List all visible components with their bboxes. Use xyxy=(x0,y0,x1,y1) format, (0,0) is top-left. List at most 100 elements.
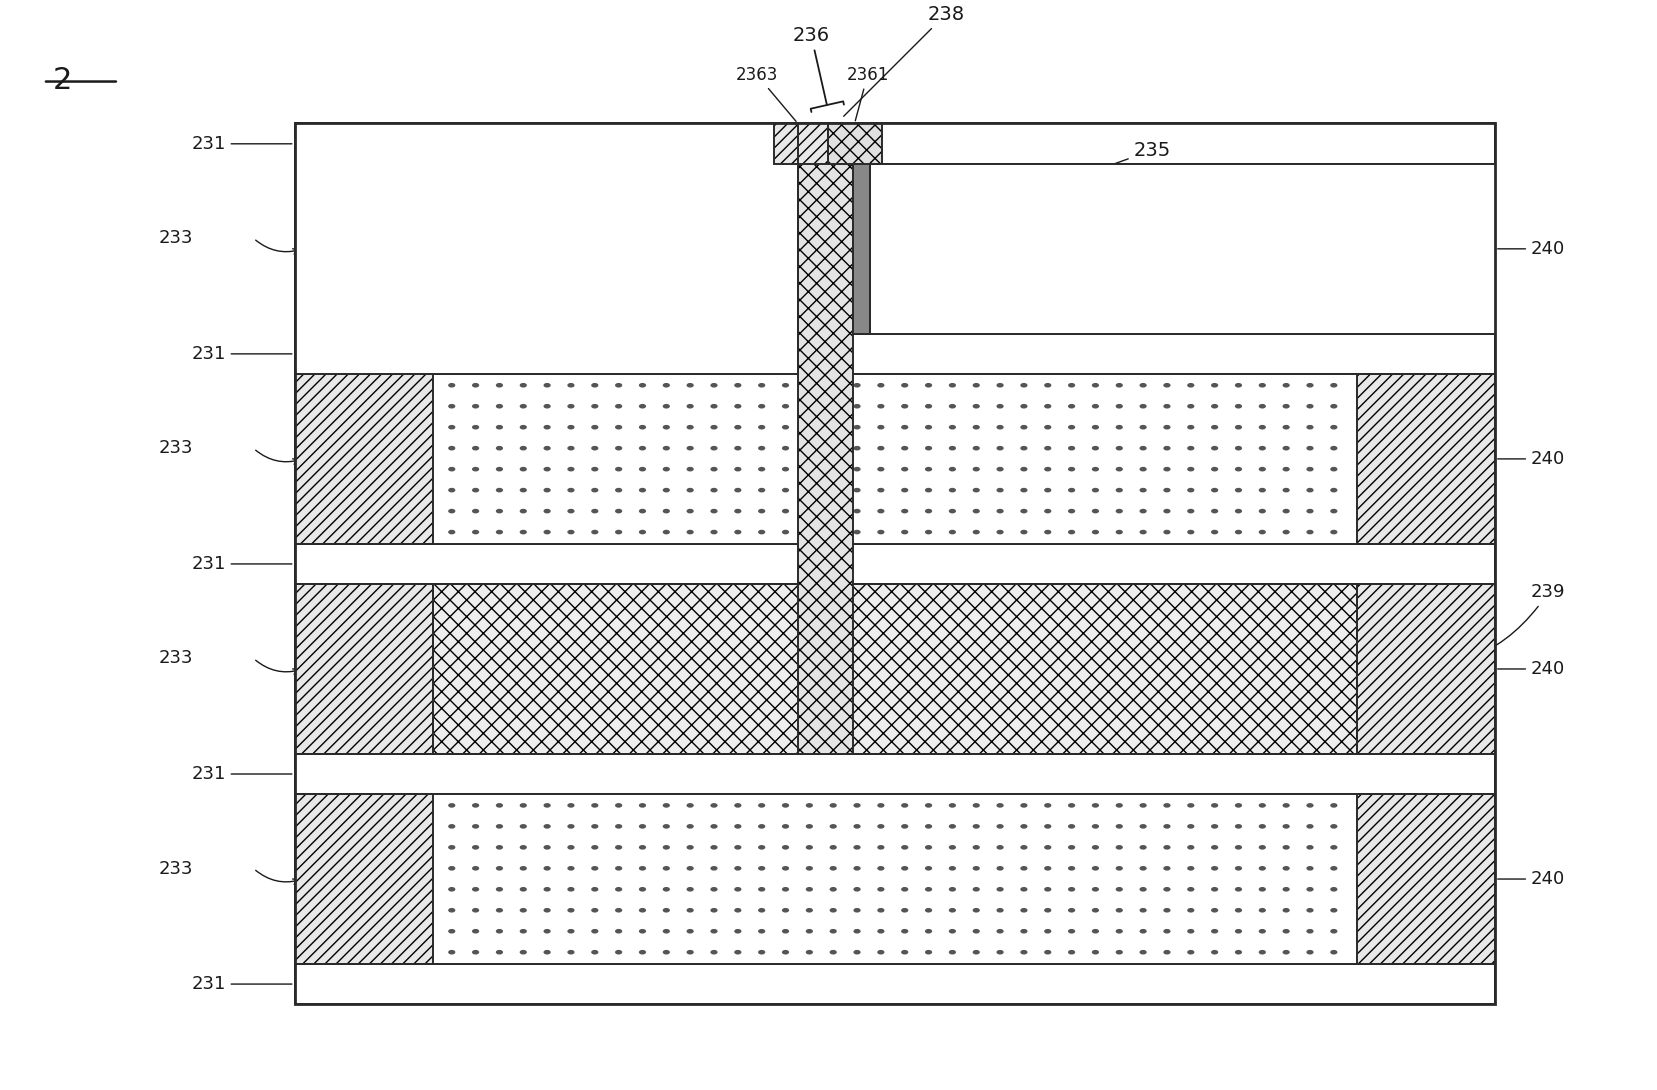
Bar xyxy=(295,795,432,964)
Circle shape xyxy=(447,215,456,219)
Circle shape xyxy=(663,235,669,241)
Circle shape xyxy=(472,319,479,325)
Circle shape xyxy=(805,383,812,388)
Circle shape xyxy=(663,278,669,282)
Circle shape xyxy=(567,235,575,241)
Circle shape xyxy=(592,404,598,409)
Circle shape xyxy=(805,215,812,219)
Circle shape xyxy=(1115,845,1122,849)
Circle shape xyxy=(495,257,502,262)
Circle shape xyxy=(1115,319,1122,325)
Circle shape xyxy=(1044,299,1051,303)
Circle shape xyxy=(1306,299,1312,303)
Circle shape xyxy=(757,404,766,409)
Circle shape xyxy=(757,194,766,198)
Circle shape xyxy=(734,299,741,303)
Circle shape xyxy=(1283,425,1289,429)
Circle shape xyxy=(877,173,883,178)
Circle shape xyxy=(925,446,931,450)
Circle shape xyxy=(1306,845,1312,849)
Circle shape xyxy=(1234,467,1241,472)
Circle shape xyxy=(925,908,931,912)
Circle shape xyxy=(757,530,766,534)
Circle shape xyxy=(543,278,550,282)
Circle shape xyxy=(900,215,908,219)
Circle shape xyxy=(615,194,621,198)
Circle shape xyxy=(996,530,1002,534)
Circle shape xyxy=(615,446,621,450)
Circle shape xyxy=(519,383,527,388)
Circle shape xyxy=(686,215,693,219)
Circle shape xyxy=(1092,194,1099,198)
Circle shape xyxy=(1283,488,1289,493)
Circle shape xyxy=(1234,949,1241,955)
Circle shape xyxy=(782,278,789,282)
Circle shape xyxy=(925,383,931,388)
Circle shape xyxy=(734,803,741,808)
Circle shape xyxy=(805,865,812,871)
Circle shape xyxy=(1329,824,1337,828)
Circle shape xyxy=(1092,446,1099,450)
Circle shape xyxy=(519,949,527,955)
Circle shape xyxy=(447,425,456,429)
Circle shape xyxy=(663,319,669,325)
Circle shape xyxy=(1258,425,1266,429)
Circle shape xyxy=(996,173,1002,178)
Circle shape xyxy=(519,509,527,513)
Circle shape xyxy=(996,278,1002,282)
Circle shape xyxy=(782,908,789,912)
Circle shape xyxy=(782,865,789,871)
Circle shape xyxy=(1306,509,1312,513)
Circle shape xyxy=(925,803,931,808)
Circle shape xyxy=(805,845,812,849)
Circle shape xyxy=(472,803,479,808)
Circle shape xyxy=(1115,824,1122,828)
Circle shape xyxy=(472,929,479,933)
Circle shape xyxy=(472,235,479,241)
Circle shape xyxy=(1092,173,1099,178)
Circle shape xyxy=(709,278,717,282)
Circle shape xyxy=(948,949,956,955)
Circle shape xyxy=(592,257,598,262)
Circle shape xyxy=(877,257,883,262)
Circle shape xyxy=(592,235,598,241)
Circle shape xyxy=(1210,383,1218,388)
Circle shape xyxy=(615,257,621,262)
Circle shape xyxy=(1044,235,1051,241)
Circle shape xyxy=(472,257,479,262)
Circle shape xyxy=(615,235,621,241)
Circle shape xyxy=(1329,383,1337,388)
Circle shape xyxy=(1067,299,1074,303)
Circle shape xyxy=(1306,824,1312,828)
Circle shape xyxy=(1092,929,1099,933)
Circle shape xyxy=(638,824,646,828)
Circle shape xyxy=(709,887,717,892)
Circle shape xyxy=(1163,383,1170,388)
Circle shape xyxy=(686,446,693,450)
Circle shape xyxy=(1115,509,1122,513)
Bar xyxy=(295,123,1495,1004)
Circle shape xyxy=(663,865,669,871)
Circle shape xyxy=(734,865,741,871)
Circle shape xyxy=(1234,173,1241,178)
Circle shape xyxy=(1138,215,1147,219)
Circle shape xyxy=(1092,425,1099,429)
Circle shape xyxy=(900,845,908,849)
Circle shape xyxy=(1067,908,1074,912)
Circle shape xyxy=(1186,803,1193,808)
Bar xyxy=(1355,584,1495,753)
Circle shape xyxy=(615,319,621,325)
Circle shape xyxy=(447,173,456,178)
Circle shape xyxy=(1163,425,1170,429)
Circle shape xyxy=(615,803,621,808)
Bar xyxy=(295,123,797,334)
Circle shape xyxy=(495,908,502,912)
Circle shape xyxy=(1044,530,1051,534)
Circle shape xyxy=(805,404,812,409)
Circle shape xyxy=(1306,235,1312,241)
Circle shape xyxy=(663,425,669,429)
Circle shape xyxy=(828,215,837,219)
Circle shape xyxy=(948,488,956,493)
Circle shape xyxy=(686,803,693,808)
Circle shape xyxy=(495,235,502,241)
